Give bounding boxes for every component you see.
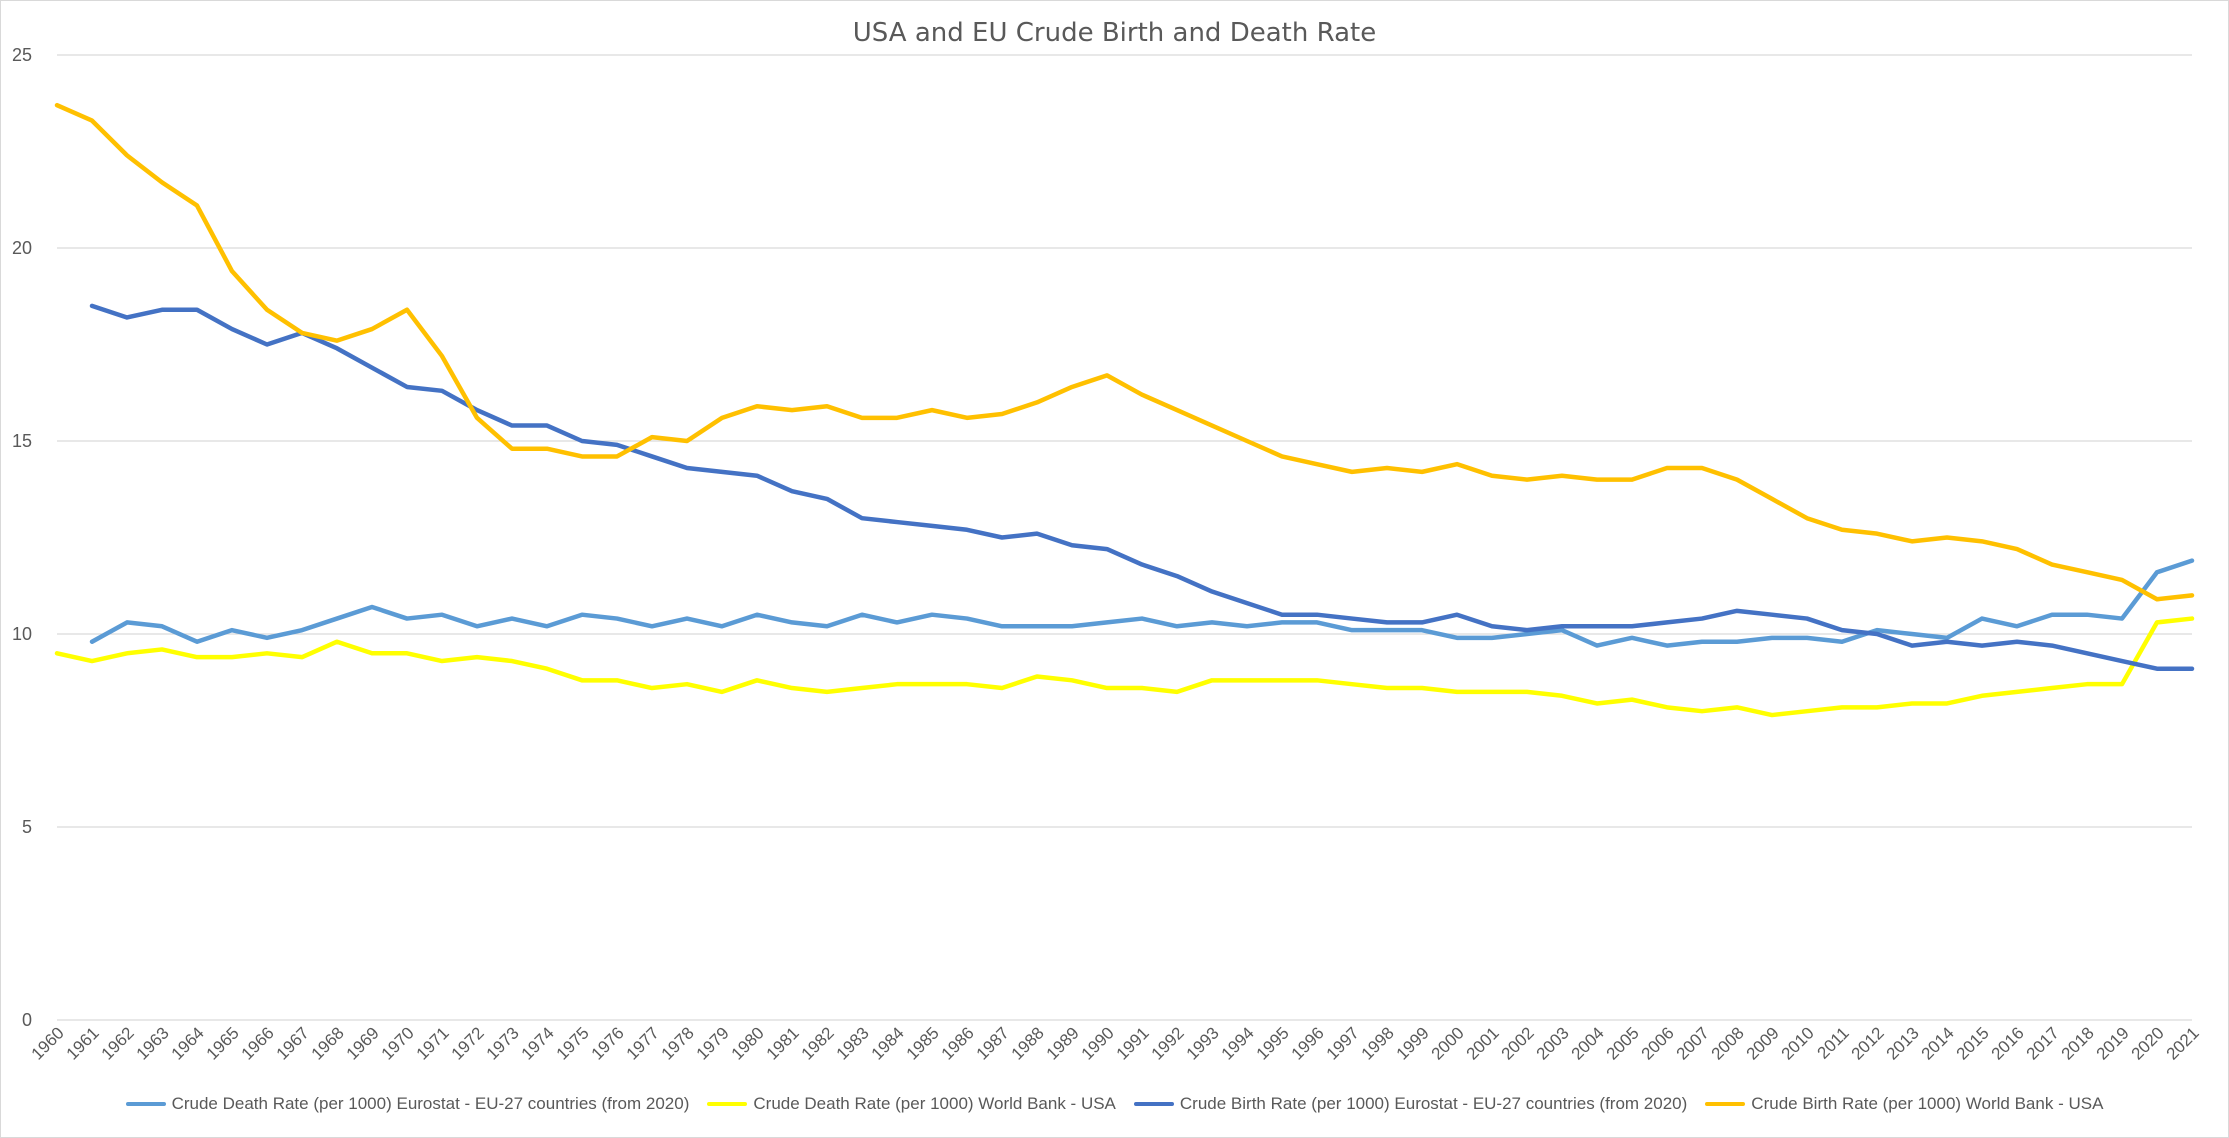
x-tick-label: 2009 bbox=[1743, 1023, 1783, 1063]
x-tick-label: 1963 bbox=[133, 1023, 173, 1063]
x-tick-label: 2019 bbox=[2093, 1023, 2133, 1063]
x-tick-label: 1984 bbox=[868, 1023, 908, 1063]
series-line-2 bbox=[54, 616, 2195, 718]
x-tick-label: 1981 bbox=[763, 1023, 803, 1063]
x-tick-label: 1974 bbox=[518, 1023, 558, 1063]
legend-label: Crude Death Rate (per 1000) Eurostat - E… bbox=[171, 1094, 690, 1113]
x-tick-label: 1965 bbox=[203, 1023, 243, 1063]
legend: Crude Death Rate (per 1000) Eurostat - E… bbox=[0, 1094, 2229, 1114]
x-tick-label: 1969 bbox=[343, 1023, 383, 1063]
x-tick-label: 2020 bbox=[2128, 1023, 2168, 1063]
x-tick-label: 1980 bbox=[728, 1023, 768, 1063]
x-tick-label: 2012 bbox=[1848, 1023, 1888, 1063]
x-tick-label: 1990 bbox=[1078, 1023, 1118, 1063]
x-tick-label: 2017 bbox=[2023, 1023, 2063, 1063]
series-line-1 bbox=[89, 558, 2195, 648]
x-tick-label: 1967 bbox=[273, 1023, 313, 1063]
x-tick-label: 1988 bbox=[1008, 1023, 1048, 1063]
x-tick-label: 2015 bbox=[1953, 1023, 1993, 1063]
x-tick-label: 1964 bbox=[168, 1023, 208, 1063]
x-tick-label: 1975 bbox=[553, 1023, 593, 1063]
x-tick-label: 1983 bbox=[833, 1023, 873, 1063]
y-axis-ticks: 0 5 10 15 20 25 bbox=[12, 45, 32, 1030]
chart-title: USA and EU Crude Birth and Death Rate bbox=[852, 18, 1377, 48]
legend-item: Crude Birth Rate (per 1000) World Bank -… bbox=[1705, 1094, 2103, 1114]
x-tick-label: 1992 bbox=[1148, 1023, 1188, 1063]
x-tick-label: 1999 bbox=[1393, 1023, 1433, 1063]
x-tick-label: 1979 bbox=[693, 1023, 733, 1063]
x-tick-label: 2002 bbox=[1498, 1023, 1538, 1063]
series-lines bbox=[54, 102, 2195, 718]
series-line-4 bbox=[54, 102, 2195, 602]
x-tick-label: 1966 bbox=[238, 1023, 278, 1063]
x-tick-label: 1996 bbox=[1288, 1023, 1328, 1063]
x-tick-label: 1997 bbox=[1323, 1023, 1363, 1063]
legend-item: Crude Birth Rate (per 1000) Eurostat - E… bbox=[1133, 1094, 1688, 1114]
x-tick-label: 2004 bbox=[1568, 1023, 1608, 1063]
x-tick-label: 1977 bbox=[623, 1023, 663, 1063]
x-tick-label: 1961 bbox=[63, 1023, 103, 1063]
y-tick-label: 15 bbox=[12, 431, 32, 451]
x-tick-label: 1972 bbox=[448, 1023, 488, 1063]
y-tick-label: 5 bbox=[22, 817, 32, 837]
x-tick-label: 2018 bbox=[2058, 1023, 2098, 1063]
x-tick-label: 1978 bbox=[658, 1023, 698, 1063]
x-tick-label: 2010 bbox=[1778, 1023, 1818, 1063]
legend-item: Crude Death Rate (per 1000) World Bank -… bbox=[707, 1094, 1116, 1114]
x-tick-label: 1973 bbox=[483, 1023, 523, 1063]
x-tick-label: 2008 bbox=[1708, 1023, 1748, 1063]
x-tick-label: 1987 bbox=[973, 1023, 1013, 1063]
x-tick-label: 1982 bbox=[798, 1023, 838, 1063]
x-tick-label: 1989 bbox=[1043, 1023, 1083, 1063]
x-tick-label: 1976 bbox=[588, 1023, 628, 1063]
x-tick-label: 1968 bbox=[308, 1023, 348, 1063]
x-tick-label: 2016 bbox=[1988, 1023, 2028, 1063]
legend-swatch bbox=[1705, 1102, 1746, 1106]
x-tick-label: 1971 bbox=[413, 1023, 453, 1063]
y-tick-label: 10 bbox=[12, 624, 32, 644]
gridlines bbox=[57, 54, 2192, 1021]
x-tick-label: 1995 bbox=[1253, 1023, 1293, 1063]
x-axis-ticks: 1960196119621963196419651966196719681969… bbox=[28, 1023, 2203, 1063]
x-tick-label: 1962 bbox=[98, 1023, 138, 1063]
y-tick-label: 0 bbox=[22, 1010, 32, 1030]
x-tick-label: 1993 bbox=[1183, 1023, 1223, 1063]
x-tick-label: 2007 bbox=[1673, 1023, 1713, 1063]
legend-swatch bbox=[125, 1102, 166, 1106]
x-tick-label: 1985 bbox=[903, 1023, 943, 1063]
y-tick-label: 25 bbox=[12, 45, 32, 65]
legend-label: Crude Death Rate (per 1000) World Bank -… bbox=[753, 1094, 1116, 1113]
x-tick-label: 2001 bbox=[1463, 1023, 1503, 1063]
legend-item: Crude Death Rate (per 1000) Eurostat - E… bbox=[125, 1094, 690, 1114]
legend-swatch bbox=[1133, 1102, 1174, 1106]
x-tick-label: 2013 bbox=[1883, 1023, 1923, 1063]
series-line-3 bbox=[89, 303, 2195, 671]
x-tick-label: 2000 bbox=[1428, 1023, 1468, 1063]
x-tick-label: 2006 bbox=[1638, 1023, 1678, 1063]
x-tick-label: 1986 bbox=[938, 1023, 978, 1063]
x-tick-label: 2021 bbox=[2163, 1023, 2203, 1063]
x-tick-label: 1991 bbox=[1113, 1023, 1153, 1063]
y-tick-label: 20 bbox=[12, 238, 32, 258]
x-tick-label: 1994 bbox=[1218, 1023, 1258, 1063]
x-tick-label: 2005 bbox=[1603, 1023, 1643, 1063]
x-tick-label: 2011 bbox=[1814, 1023, 1853, 1062]
legend-label: Crude Birth Rate (per 1000) Eurostat - E… bbox=[1179, 1094, 1688, 1113]
x-tick-label: 2003 bbox=[1533, 1023, 1573, 1063]
x-tick-label: 1998 bbox=[1358, 1023, 1398, 1063]
x-tick-label: 1960 bbox=[28, 1023, 68, 1063]
x-tick-label: 2014 bbox=[1918, 1023, 1958, 1063]
legend-label: Crude Birth Rate (per 1000) World Bank -… bbox=[1751, 1094, 2104, 1113]
legend-swatch bbox=[707, 1102, 748, 1106]
x-tick-label: 1970 bbox=[378, 1023, 418, 1063]
